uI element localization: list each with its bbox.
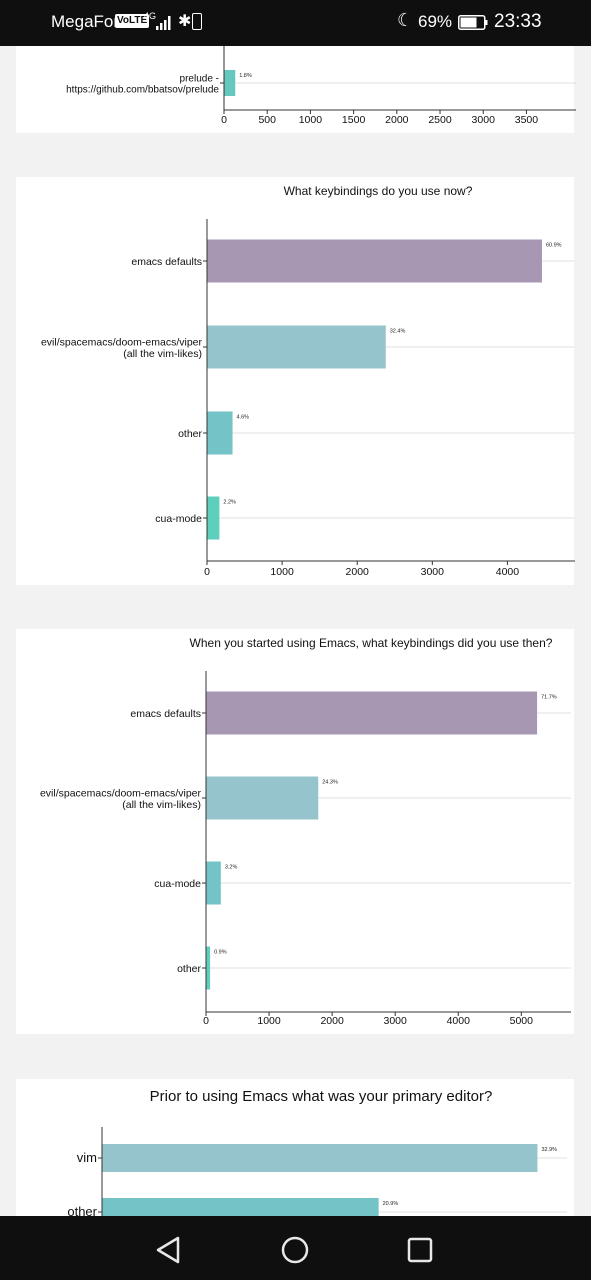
category-label: other — [177, 963, 201, 975]
bar-percent-label: 4.6% — [237, 415, 250, 421]
x-tick-label: 3000 — [384, 1015, 408, 1027]
category-label: cua-mode — [154, 878, 201, 890]
x-tick-label: 3500 — [515, 114, 539, 126]
bar-percent-label: 24.3% — [322, 780, 338, 786]
back-triangle-icon[interactable] — [150, 1232, 186, 1268]
vibrate-icon — [192, 13, 202, 30]
bar — [207, 496, 220, 540]
bar — [206, 861, 221, 905]
bar — [206, 691, 538, 735]
x-tick-label: 0 — [204, 566, 210, 578]
bar — [207, 411, 233, 455]
category-label: other — [67, 1204, 97, 1219]
chart-2-svg: What keybindings do you use now? 60.9% ema… — [41, 184, 575, 578]
bar-percent-label: 32.9% — [541, 1147, 557, 1153]
category-label: cua-mode — [155, 513, 202, 525]
battery-icon — [458, 15, 488, 30]
carrier-name: MegaFon — [51, 12, 123, 31]
x-tick-label: 1000 — [270, 566, 294, 578]
category-label: other — [178, 428, 202, 440]
bluetooth-icon: ✱ — [178, 13, 192, 30]
x-tick-label: 4000 — [496, 566, 520, 578]
x-tick-label: 500 — [258, 114, 276, 126]
category-label: prelude - — [180, 74, 219, 85]
x-tick-label: 3000 — [421, 566, 445, 578]
battery-percent: 69% — [418, 12, 453, 31]
category-label: vim — [77, 1150, 97, 1165]
category-label: evil/spacemacs/doom-emacs/viper — [40, 787, 202, 799]
chart-4-svg: Prior to using Emacs what was your prima… — [67, 1088, 567, 1226]
bar-percent-label: 1.8% — [239, 73, 252, 79]
bar-percent-label: 20.9% — [383, 1201, 399, 1207]
clock: 23:33 — [494, 11, 542, 32]
x-tick-label: 5000 — [510, 1015, 534, 1027]
x-tick-label: 1000 — [257, 1015, 281, 1027]
category-label: emacs defaults — [131, 256, 202, 268]
chart-title: Prior to using Emacs what was your prima… — [150, 1088, 493, 1105]
status-bar: MegaFon VoLTE 4G ✱ ☾ 69% 23:33 — [0, 0, 591, 46]
category-label: (all the vim-likes) — [123, 348, 202, 360]
bar-percent-label: 60.9% — [546, 243, 562, 249]
category-label: (all the vim-likes) — [122, 799, 201, 811]
bar — [206, 776, 319, 820]
bar — [102, 1144, 538, 1172]
bar — [206, 946, 211, 990]
bar-percent-label: 0.9% — [214, 950, 227, 956]
chart-title: What keybindings do you use now? — [284, 184, 473, 198]
signal-icon — [156, 16, 171, 30]
bar — [207, 239, 542, 283]
chart-card-3: When you started using Emacs, what keybi… — [16, 629, 574, 1034]
chart-card-1: 1.8% prelude - https://github.com/bbatsov/… — [16, 46, 576, 133]
chart-title: When you started using Emacs, what keybi… — [190, 636, 553, 650]
chart-1-svg: 1.8% prelude -https://github.com/bbatsov/… — [66, 46, 576, 126]
x-tick-label: 2000 — [385, 114, 409, 126]
bar-percent-label: 2.2% — [223, 500, 236, 506]
chart-card-4: Prior to using Emacs what was your prima… — [16, 1079, 574, 1226]
x-tick-label: 2000 — [346, 566, 370, 578]
network-type: 4G — [144, 11, 157, 21]
recents-square-icon[interactable] — [402, 1232, 438, 1268]
volte-badge: VoLTE — [115, 14, 150, 28]
x-tick-label: 2500 — [428, 114, 452, 126]
bar-percent-label: 3.2% — [225, 865, 238, 871]
x-tick-label: 0 — [221, 114, 227, 126]
x-tick-label: 3000 — [472, 114, 496, 126]
category-label: https://github.com/bbatsov/prelude — [66, 85, 219, 96]
bar-percent-label: 32.4% — [390, 329, 406, 335]
x-tick-label: 1000 — [299, 114, 323, 126]
do-not-disturb-icon: ☾ — [397, 10, 414, 30]
bar — [224, 70, 236, 96]
x-tick-label: 1500 — [342, 114, 366, 126]
category-label: evil/spacemacs/doom-emacs/viper — [41, 336, 203, 348]
x-tick-label: 2000 — [320, 1015, 344, 1027]
bar — [207, 325, 386, 369]
category-label: emacs defaults — [130, 708, 201, 720]
home-circle-icon[interactable] — [277, 1232, 313, 1268]
navigation-bar — [0, 1216, 591, 1280]
x-tick-label: 4000 — [447, 1015, 471, 1027]
chart-3-svg: When you started using Emacs, what keybi… — [40, 636, 571, 1027]
chart-card-2: What keybindings do you use now? 60.9% ema… — [16, 177, 575, 585]
bar-percent-label: 71.7% — [541, 695, 557, 701]
x-tick-label: 0 — [203, 1015, 209, 1027]
